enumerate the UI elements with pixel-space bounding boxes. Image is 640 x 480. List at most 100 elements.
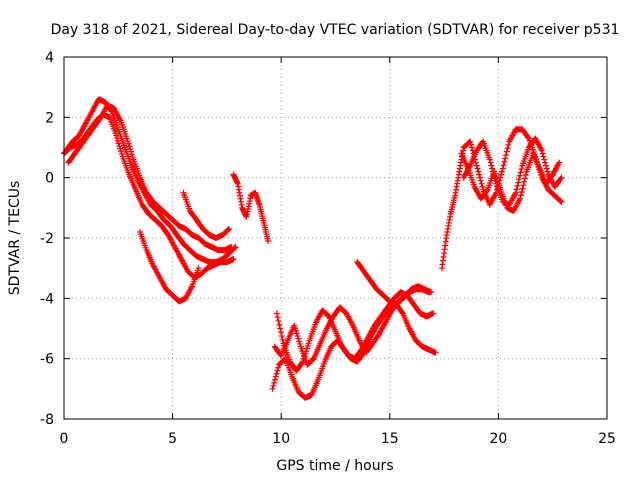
data-point xyxy=(129,153,136,160)
y-tick-label: -2 xyxy=(40,231,54,247)
data-point xyxy=(516,176,523,183)
data-point xyxy=(275,364,282,371)
data-point xyxy=(519,185,526,192)
series-track-e xyxy=(180,189,233,241)
data-point xyxy=(477,177,484,184)
series-track-m xyxy=(460,135,565,208)
data-point xyxy=(522,172,529,179)
x-tick-label: 10 xyxy=(272,431,290,447)
y-tick-label: -6 xyxy=(40,352,54,368)
data-point xyxy=(501,158,508,165)
data-point xyxy=(524,134,531,141)
data-point xyxy=(503,152,510,159)
data-point xyxy=(557,198,564,205)
y-tick-label: 2 xyxy=(45,110,54,126)
data-point xyxy=(294,333,301,340)
data-point xyxy=(516,172,523,179)
data-point xyxy=(274,367,281,374)
data-point xyxy=(542,162,549,169)
data-point xyxy=(479,183,486,190)
data-point xyxy=(425,289,432,296)
data-points xyxy=(61,96,565,401)
data-point xyxy=(467,138,474,145)
x-tick-label: 5 xyxy=(168,431,177,447)
data-point xyxy=(117,145,124,152)
data-point xyxy=(296,338,303,345)
data-point xyxy=(277,329,284,336)
data-point xyxy=(271,376,278,383)
data-point xyxy=(500,162,507,169)
data-point xyxy=(291,322,298,329)
data-point xyxy=(489,168,496,175)
data-point xyxy=(273,310,280,317)
data-point xyxy=(127,146,134,153)
data-point xyxy=(513,186,520,193)
data-point xyxy=(292,325,299,332)
data-point xyxy=(468,144,475,151)
data-point xyxy=(475,168,482,175)
data-point xyxy=(498,171,505,178)
data-point xyxy=(270,382,277,389)
data-point xyxy=(505,141,512,148)
data-point xyxy=(556,159,563,166)
grid-lines xyxy=(64,57,607,419)
axis-ticks: 0 5 10 15 20 25 -8 -6 -4 -2 0 2 4 xyxy=(40,50,616,447)
data-point xyxy=(502,155,509,162)
series-track-b xyxy=(63,96,239,266)
data-point xyxy=(487,159,494,166)
x-axis-label: GPS time / hours xyxy=(276,458,393,474)
series-track-d xyxy=(137,228,202,305)
y-axis-label: SDTVAR / TECUs xyxy=(7,181,23,296)
data-point xyxy=(113,132,120,139)
data-point xyxy=(432,349,439,356)
data-point xyxy=(538,147,545,154)
data-point xyxy=(543,165,550,172)
data-point xyxy=(277,325,284,332)
data-point xyxy=(304,342,311,349)
data-point xyxy=(492,177,499,184)
data-point xyxy=(503,148,510,155)
data-point xyxy=(116,142,123,149)
data-point xyxy=(497,174,504,181)
data-point xyxy=(399,309,406,316)
y-tick-label: -8 xyxy=(40,412,54,428)
series-track-k xyxy=(438,126,565,272)
data-point xyxy=(126,143,133,150)
x-tick-label: 25 xyxy=(598,431,616,447)
data-point xyxy=(541,156,548,163)
data-point xyxy=(269,385,276,392)
data-point xyxy=(275,317,282,324)
data-point xyxy=(123,135,130,142)
data-point xyxy=(490,171,497,178)
data-point xyxy=(491,174,498,181)
data-point xyxy=(279,336,286,343)
data-point xyxy=(514,182,521,189)
series-track-f xyxy=(230,171,272,245)
data-point xyxy=(517,195,524,202)
data-point xyxy=(498,168,505,175)
chart-title: Day 318 of 2021, Sidereal Day-to-day VTE… xyxy=(51,22,620,38)
data-point xyxy=(118,150,125,157)
data-point xyxy=(296,340,303,347)
data-point xyxy=(474,165,481,172)
data-point xyxy=(518,165,525,172)
data-point xyxy=(295,335,302,342)
x-tick-label: 15 xyxy=(381,431,399,447)
data-point xyxy=(488,162,495,169)
data-point xyxy=(271,379,278,386)
data-point xyxy=(430,310,437,317)
data-point xyxy=(118,148,125,155)
y-tick-label: 4 xyxy=(45,50,54,66)
data-point xyxy=(558,174,565,181)
x-tick-label: 20 xyxy=(489,431,507,447)
data-point xyxy=(226,225,233,232)
data-point xyxy=(225,226,232,233)
data-point xyxy=(520,182,527,189)
data-point xyxy=(522,175,529,182)
data-point xyxy=(276,321,283,328)
data-point xyxy=(272,373,279,380)
data-point xyxy=(558,198,565,205)
data-point xyxy=(478,180,485,187)
